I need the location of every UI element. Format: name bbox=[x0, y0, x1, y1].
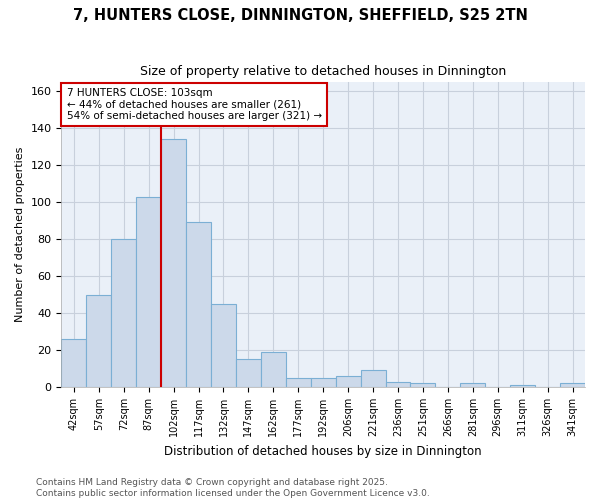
Bar bbox=[161, 140, 186, 387]
Bar bbox=[61, 339, 86, 387]
X-axis label: Distribution of detached houses by size in Dinnington: Distribution of detached houses by size … bbox=[164, 444, 482, 458]
Text: 7 HUNTERS CLOSE: 103sqm
← 44% of detached houses are smaller (261)
54% of semi-d: 7 HUNTERS CLOSE: 103sqm ← 44% of detache… bbox=[67, 88, 322, 121]
Title: Size of property relative to detached houses in Dinnington: Size of property relative to detached ho… bbox=[140, 65, 506, 78]
Bar bbox=[311, 378, 335, 387]
Y-axis label: Number of detached properties: Number of detached properties bbox=[15, 147, 25, 322]
Bar bbox=[560, 384, 585, 387]
Bar bbox=[510, 385, 535, 387]
Bar bbox=[335, 376, 361, 387]
Bar bbox=[460, 384, 485, 387]
Bar bbox=[261, 352, 286, 387]
Bar bbox=[211, 304, 236, 387]
Bar bbox=[186, 222, 211, 387]
Bar bbox=[136, 196, 161, 387]
Text: Contains HM Land Registry data © Crown copyright and database right 2025.
Contai: Contains HM Land Registry data © Crown c… bbox=[36, 478, 430, 498]
Bar bbox=[386, 382, 410, 387]
Bar bbox=[361, 370, 386, 387]
Text: 7, HUNTERS CLOSE, DINNINGTON, SHEFFIELD, S25 2TN: 7, HUNTERS CLOSE, DINNINGTON, SHEFFIELD,… bbox=[73, 8, 527, 22]
Bar bbox=[86, 294, 111, 387]
Bar bbox=[236, 360, 261, 387]
Bar bbox=[286, 378, 311, 387]
Bar bbox=[410, 384, 436, 387]
Bar bbox=[111, 239, 136, 387]
